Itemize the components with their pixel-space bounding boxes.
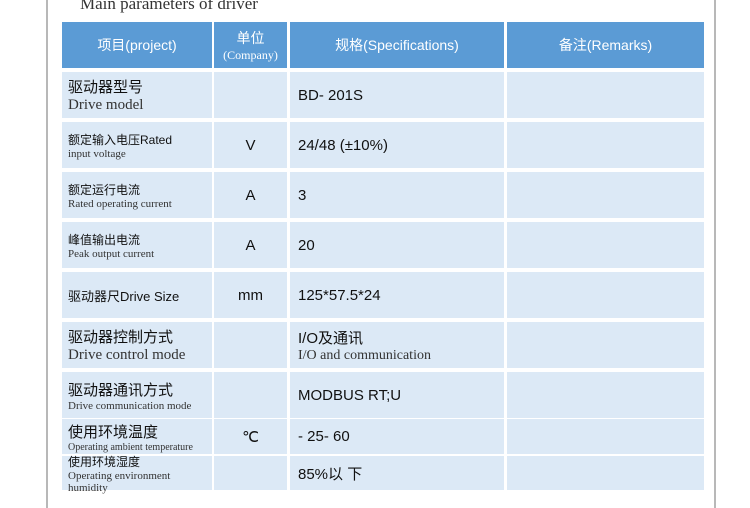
spec-value: 85%以 下 <box>298 465 363 483</box>
item-name-zh: 驱动器控制方式 <box>68 329 174 346</box>
row-spec: 85%以 下 <box>290 456 504 490</box>
header-spec: 规格(Specifications) <box>290 22 504 68</box>
item-name-en: Operating ambient temperature <box>68 441 193 453</box>
item-name-zh: 额定运行电流 <box>68 182 141 197</box>
item-name-en: Drive model <box>68 97 144 113</box>
row-unit <box>214 456 287 490</box>
header-project: 项目(project) <box>62 22 212 68</box>
spec-value: 125*57.5*24 <box>298 286 381 304</box>
row-remarks <box>507 172 704 218</box>
header-unit-en: (Company) <box>223 47 278 62</box>
row-unit: V <box>214 122 287 168</box>
row-item: 额定输入电压Rated input voltage <box>62 122 212 168</box>
row-unit: mm <box>214 272 287 318</box>
row-spec: 20 <box>290 222 504 268</box>
row-unit <box>214 372 287 418</box>
item-name-zh: 额定输入电压Rated <box>68 132 173 147</box>
row-unit: A <box>214 222 287 268</box>
spec-value: 24/48 (±10%) <box>298 136 388 154</box>
row-remarks <box>507 419 704 454</box>
spec-value: MODBUS RT;U <box>298 386 402 404</box>
row-item: 使用环境湿度 Operating environment humidity <box>62 454 212 494</box>
row-unit: A <box>214 172 287 218</box>
page-border-right <box>714 0 716 508</box>
row-unit <box>214 322 287 368</box>
row-remarks <box>507 372 704 418</box>
header-remarks: 备注(Remarks) <box>507 22 704 68</box>
spec-value: BD- 201S <box>298 86 364 104</box>
item-name-en: Drive communication mode <box>68 399 192 412</box>
row-spec: I/O及通讯 I/O and communication <box>290 322 504 368</box>
header-unit-zh: 单位 <box>236 29 265 46</box>
row-item: 峰值输出电流 Peak output current <box>62 222 212 268</box>
page-border-left <box>46 0 48 508</box>
row-item: 驱动器型号 Drive model <box>62 72 212 118</box>
row-item: 使用环境温度 Operating ambient temperature <box>62 419 212 454</box>
row-item: 驱动器控制方式 Drive control mode <box>62 322 212 368</box>
spec-value: - 25- 60 <box>298 428 350 445</box>
item-name-en: Rated operating current <box>68 197 172 210</box>
row-item: 额定运行电流 Rated operating current <box>62 172 212 218</box>
item-name-en: input voltage <box>68 147 126 160</box>
row-remarks <box>507 456 704 490</box>
row-remarks <box>507 322 704 368</box>
row-remarks <box>507 222 704 268</box>
spec-value: 3 <box>298 186 307 204</box>
row-spec: BD- 201S <box>290 72 504 118</box>
item-name-zh: 驱动器通讯方式 <box>68 381 174 399</box>
spec-value: 20 <box>298 236 315 254</box>
item-name-en: Operating environment humidity <box>68 469 171 494</box>
row-item: 驱动器尺Drive Size <box>62 272 212 318</box>
item-name-zh: 驱动器型号 <box>68 79 144 96</box>
section-title: Main parameters of driver <box>80 0 258 13</box>
row-spec: 24/48 (±10%) <box>290 122 504 168</box>
row-spec: MODBUS RT;U <box>290 372 504 418</box>
item-name-zh: 峰值输出电流 <box>68 232 141 247</box>
row-item: 驱动器通讯方式 Drive communication mode <box>62 372 212 418</box>
row-unit: ℃ <box>214 419 287 454</box>
header-unit: 单位 (Company) <box>214 22 287 68</box>
item-name-zh: 驱动器尺Drive Size <box>68 288 180 304</box>
row-remarks <box>507 122 704 168</box>
item-name-zh: 使用环境湿度 <box>68 454 141 469</box>
row-spec: 3 <box>290 172 504 218</box>
item-name-en: Peak output current <box>68 247 155 260</box>
spec-value-en: I/O and communication <box>298 347 431 363</box>
row-spec: 125*57.5*24 <box>290 272 504 318</box>
row-remarks <box>507 272 704 318</box>
row-remarks <box>507 72 704 118</box>
spec-value: I/O及通讯 <box>298 329 364 347</box>
item-name-zh: 使用环境温度 <box>68 423 159 441</box>
row-spec: - 25- 60 <box>290 419 504 454</box>
row-unit <box>214 72 287 118</box>
item-name-en: Drive control mode <box>68 347 186 363</box>
